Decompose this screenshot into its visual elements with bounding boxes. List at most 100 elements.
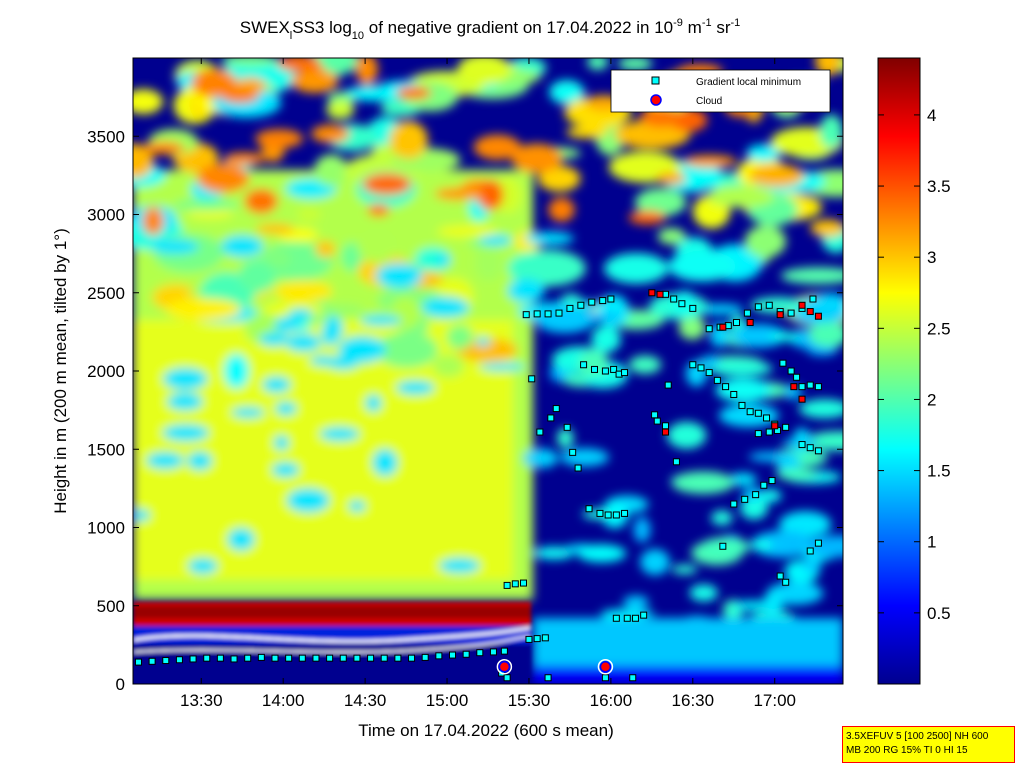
heatmap-cell (749, 539, 777, 551)
heatmap-cell (534, 305, 595, 334)
heatmap-cell (238, 258, 277, 293)
heatmap-cell (259, 332, 289, 347)
heatmap-cell (133, 626, 532, 643)
heatmap-cell (365, 394, 382, 412)
gradient-min-marker (394, 654, 402, 662)
gradient-min-marker (544, 674, 552, 682)
gradient-min-marker (552, 405, 560, 413)
gradient-min-marker (621, 509, 629, 517)
x-tick-label: 14:30 (344, 691, 387, 710)
gradient-min-marker (547, 414, 555, 422)
colorbar-tick-label: 3.5 (927, 177, 951, 196)
heatmap-cell (437, 224, 498, 238)
heatmap-cell (274, 316, 299, 333)
gradient-min-marker (257, 653, 265, 661)
heatmap-cell (474, 243, 504, 282)
heatmap-cell (187, 558, 218, 574)
cloud-marker (599, 661, 612, 673)
gradient-min-marker (476, 649, 484, 657)
heatmap-cell (560, 448, 610, 467)
gradient-min-marker (705, 325, 713, 333)
heatmap-cell (290, 69, 339, 94)
gradient-min-marker (175, 656, 183, 664)
y-axis: 0 500 1000 1500 2000 2500 3000 3500 (87, 127, 843, 694)
gradient-min-marker (776, 572, 784, 580)
heatmap-cell (511, 143, 563, 174)
heatmap-cell (780, 267, 843, 285)
heatmap-cell (657, 227, 686, 245)
heatmap-cell (357, 227, 398, 264)
heatmap-cell (473, 134, 521, 160)
heatmap-cell (537, 165, 581, 192)
heatmap-cell (633, 516, 651, 543)
heatmap-cell (507, 249, 586, 287)
heatmap-cell (769, 532, 788, 554)
heatmap-cell (548, 197, 575, 222)
heatmap-cell (437, 254, 451, 267)
heatmap-cell (623, 595, 649, 610)
heatmap-cell (142, 141, 185, 155)
gradient-min-marker (722, 383, 730, 391)
cloud-marker (656, 290, 664, 298)
gradient-min-marker (629, 674, 637, 682)
legend-box (610, 69, 831, 113)
heatmap-cell (748, 451, 791, 462)
gradient-min-marker (601, 674, 609, 682)
gradient-min-marker (563, 423, 571, 431)
heatmap-cell (187, 451, 213, 471)
gradient-min-marker (326, 654, 334, 662)
gradient-min-marker (298, 654, 306, 662)
y-axis-label: Height in m (200 m mean, tilted by 1°) (51, 228, 70, 514)
cloud-marker (790, 383, 798, 391)
gradient-min-marker (244, 654, 252, 662)
gradient-min-marker (580, 361, 588, 369)
colorbar-tick-label: 4 (927, 106, 936, 125)
heatmap-cell (326, 100, 355, 120)
gradient-min-marker (271, 654, 279, 662)
heatmap-cell (285, 333, 322, 352)
gradient-min-marker (765, 428, 773, 436)
gradient-min-marker (793, 373, 801, 381)
heatmap-cell (274, 280, 333, 303)
heatmap-cell (507, 278, 545, 303)
heatmap-cell (146, 452, 184, 469)
colorbar-tick-label: 2.5 (927, 319, 951, 338)
cloud-marker (798, 395, 806, 403)
gradient-min-marker (569, 448, 577, 456)
heatmap-cell (805, 431, 843, 451)
heatmap-cell (275, 401, 297, 416)
gradient-min-marker (500, 647, 508, 655)
gradient-min-marker (806, 444, 814, 452)
legend-label-cloud: Cloud (696, 96, 722, 107)
gradient-min-marker (782, 423, 790, 431)
cloud-marker-halo (597, 659, 614, 675)
gradient-min-marker (814, 539, 822, 547)
gradient-min-marker (621, 369, 629, 377)
heatmap-cell (311, 124, 350, 143)
gradient-min-marker (577, 301, 585, 309)
colorbar-tick-label: 3 (927, 248, 936, 267)
heatmap-cell (273, 435, 290, 451)
x-tick-label: 16:30 (672, 691, 715, 710)
gradient-min-marker (733, 318, 740, 326)
gradient-min-marker (312, 654, 320, 662)
gradient-min-marker (408, 654, 416, 662)
heatmap-cell (476, 337, 491, 347)
gradient-min-marker (533, 635, 541, 643)
heatmap-cell (683, 154, 737, 168)
y-tick-label: 500 (97, 597, 125, 616)
gradient-min-marker (216, 654, 224, 662)
heatmap-cell (262, 376, 291, 393)
heatmap-cell (808, 321, 843, 348)
heatmap-cell (668, 250, 737, 282)
gradient-min-marker (544, 310, 552, 318)
heatmap-cell (133, 635, 532, 653)
gradient-min-marker (798, 441, 806, 449)
gradient-min-marker (380, 654, 388, 662)
gradient-min-marker (610, 365, 618, 373)
heatmap-cell (799, 399, 843, 419)
gradient-min-marker (541, 634, 549, 642)
heatmap-cell (748, 164, 805, 188)
cloud-marker (776, 311, 784, 319)
